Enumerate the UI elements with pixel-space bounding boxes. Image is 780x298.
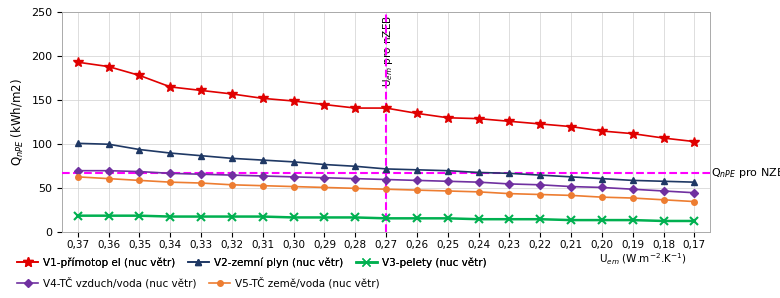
Legend: V1-přímotop el (nuc větr), V2-zemní plyn (nuc větr), V3-pelety (nuc větr): V1-přímotop el (nuc větr), V2-zemní plyn… bbox=[13, 253, 491, 272]
Text: U$_{em}$ pro nZEB: U$_{em}$ pro nZEB bbox=[381, 15, 395, 86]
Legend: V4-TČ vzduch/voda (nuc větr), V5-TČ země/voda (nuc větr): V4-TČ vzduch/voda (nuc větr), V5-TČ země… bbox=[13, 273, 384, 293]
Text: Q$_{nPE}$ pro NZEB: Q$_{nPE}$ pro NZEB bbox=[711, 166, 780, 180]
Y-axis label: Q$_{nPE}$ (kWh/m2): Q$_{nPE}$ (kWh/m2) bbox=[10, 78, 26, 166]
Text: U$_{em}$ (W.m$^{-2}$.K$^{-1}$): U$_{em}$ (W.m$^{-2}$.K$^{-1}$) bbox=[599, 252, 686, 267]
